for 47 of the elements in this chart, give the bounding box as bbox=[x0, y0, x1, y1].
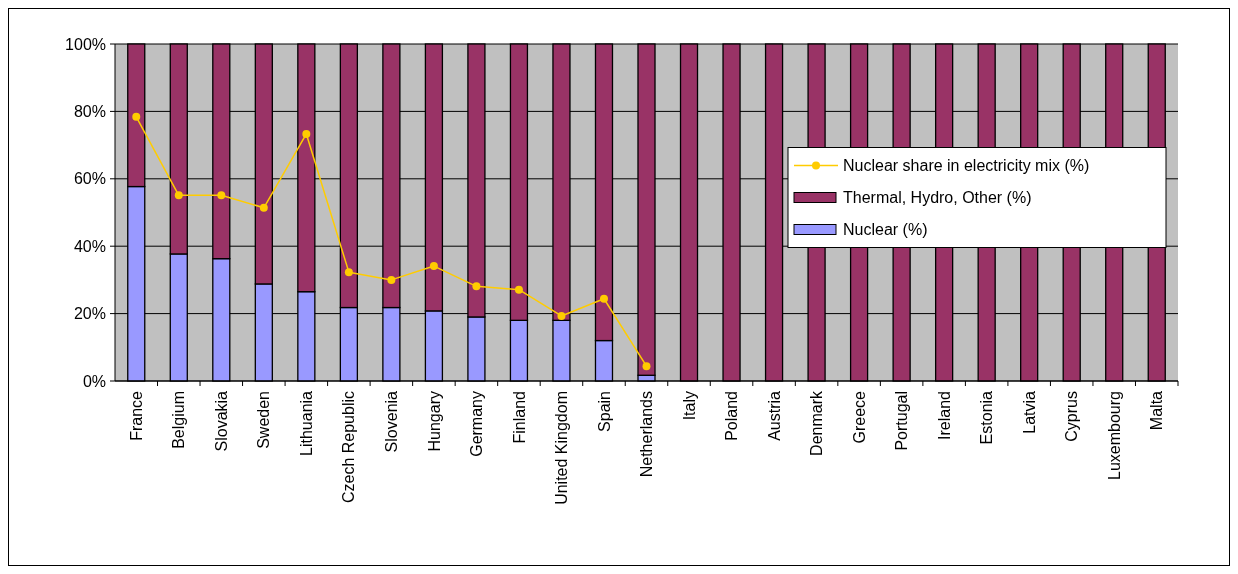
y-tick-label: 0% bbox=[82, 372, 106, 390]
x-tick-label: Poland bbox=[723, 391, 741, 441]
point bbox=[132, 112, 141, 121]
x-tick-label: Portugal bbox=[893, 391, 911, 451]
x-tick-label: Lithuania bbox=[297, 390, 315, 456]
point bbox=[259, 203, 268, 212]
x-tick-label: Italy bbox=[680, 391, 698, 421]
point bbox=[302, 129, 311, 138]
x-tick-label: Sweden bbox=[255, 391, 273, 449]
y-tick-label: 40% bbox=[73, 237, 106, 255]
point bbox=[174, 191, 183, 200]
x-tick-label: Latvia bbox=[1020, 390, 1038, 434]
x-tick-label: Germany bbox=[468, 391, 486, 457]
y-tick-label: 100% bbox=[65, 35, 106, 53]
x-tick-label: Malta bbox=[1148, 390, 1166, 431]
point bbox=[557, 311, 566, 320]
point bbox=[217, 191, 226, 200]
point bbox=[429, 262, 438, 271]
x-tick-label: Finland bbox=[510, 391, 528, 444]
point bbox=[344, 268, 353, 277]
x-tick-label: United Kingdom bbox=[553, 391, 571, 505]
x-tick-label: Spain bbox=[595, 391, 613, 432]
point bbox=[472, 282, 481, 291]
legend-label: Nuclear share in electricity mix (%) bbox=[843, 157, 1090, 175]
point bbox=[599, 294, 608, 303]
y-tick-label: 20% bbox=[73, 305, 106, 323]
legend-label: Nuclear (%) bbox=[843, 221, 928, 239]
x-tick-label: Ireland bbox=[935, 391, 953, 440]
x-tick-label: Slovenia bbox=[382, 390, 400, 453]
x-tick-label: Slovakia bbox=[212, 390, 230, 452]
x-tick-label: Luxembourg bbox=[1105, 391, 1123, 480]
x-tick-label: Cyprus bbox=[1063, 391, 1081, 442]
x-tick-label: Czech Republic bbox=[340, 391, 358, 504]
x-tick-label: Estonia bbox=[978, 390, 996, 445]
y-tick-label: 60% bbox=[73, 170, 106, 188]
x-tick-label: Netherlands bbox=[638, 391, 656, 478]
x-tick-label: Belgium bbox=[170, 391, 188, 449]
x-tick-label: Austria bbox=[765, 390, 783, 441]
x-tick-label: France bbox=[127, 390, 145, 441]
legend-label: Thermal, Hydro, Other (%) bbox=[843, 189, 1032, 207]
x-tick-label: Denmark bbox=[808, 390, 826, 456]
x-tick-label: Hungary bbox=[425, 391, 443, 452]
y-tick-label: 80% bbox=[73, 103, 106, 120]
point bbox=[642, 362, 651, 371]
point bbox=[514, 285, 523, 294]
x-tick-label: Greece bbox=[850, 390, 868, 444]
point bbox=[387, 275, 396, 284]
